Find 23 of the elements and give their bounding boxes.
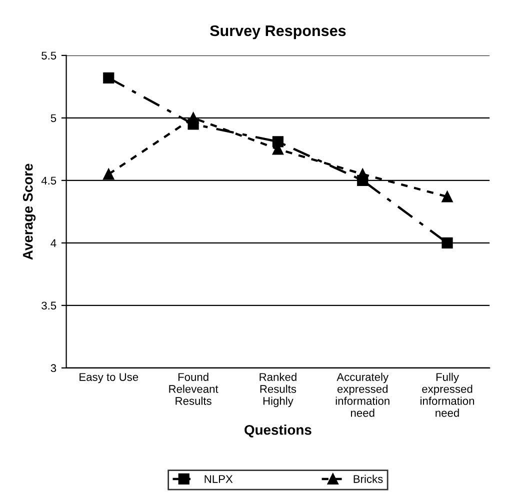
y-tick-label: 4 [50, 239, 56, 247]
point [103, 72, 114, 84]
y-tick-label: 5.5 [42, 52, 56, 60]
y-tick-label: 3 [50, 364, 56, 372]
x-tick-label: Fully expressed information need [420, 372, 474, 417]
x-tick-label: Accurately expressed information need [336, 372, 390, 417]
legend-label: Bricks [354, 474, 383, 483]
point [272, 136, 284, 148]
y-tick-label: 3.5 [42, 302, 56, 310]
point [103, 168, 114, 180]
x-axis-title: Questions [244, 424, 312, 438]
point [357, 168, 368, 180]
chart-title: Survey Responses [210, 25, 346, 40]
point [442, 191, 453, 202]
x-tick-label: Easy to Use [80, 373, 138, 384]
point [442, 237, 453, 248]
x-tick-label: Found Releveant Results [169, 372, 218, 405]
point [188, 112, 199, 124]
x-tick-label: Ranked Results Highly [260, 372, 296, 408]
y-tick-label: 4.5 [41, 176, 56, 185]
y-tick-label: 5 [50, 114, 56, 122]
y-axis-title: Average Score [22, 164, 36, 260]
legend-label: NLPX [204, 475, 233, 483]
